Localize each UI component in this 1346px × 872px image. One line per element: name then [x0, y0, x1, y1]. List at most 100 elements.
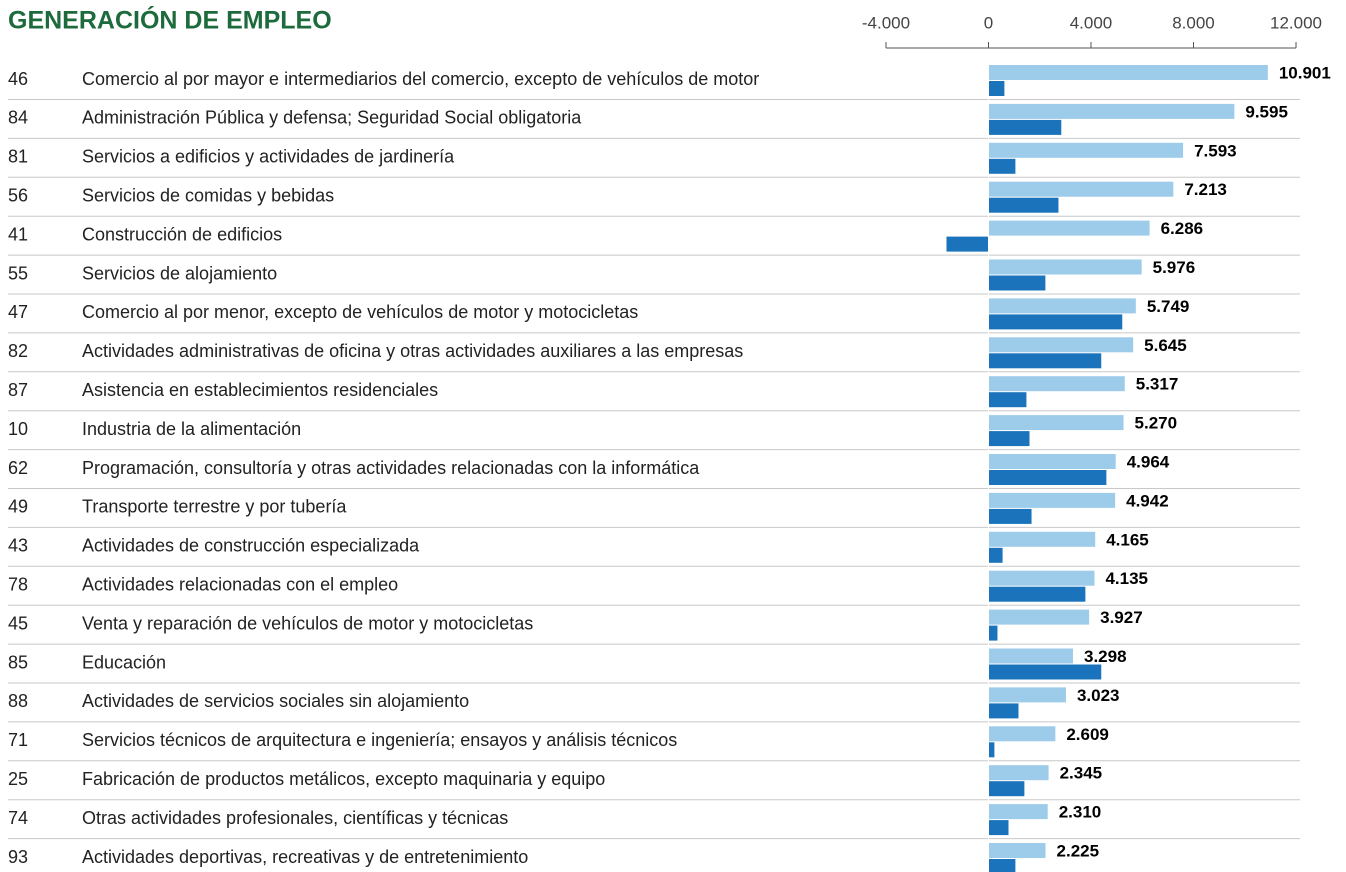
bar	[988, 765, 1049, 781]
row-label: Construcción de edificios	[82, 224, 282, 244]
bar	[988, 65, 1268, 80]
value-label: 10.901	[1279, 63, 1331, 82]
bar	[988, 625, 998, 641]
value-label: 2.310	[1059, 803, 1102, 822]
bar	[988, 103, 1235, 119]
bar	[988, 703, 1019, 719]
value-label: 4.165	[1106, 530, 1149, 549]
row-label: Administración Pública y defensa; Seguri…	[82, 108, 582, 128]
bar	[988, 508, 1032, 524]
value-label: 6.286	[1161, 219, 1204, 238]
bar	[988, 454, 1116, 469]
bar	[988, 158, 1016, 174]
chart-title: GENERACIÓN DE EMPLEO	[8, 5, 332, 35]
row-label: Otras actividades profesionales, científ…	[82, 808, 508, 828]
value-label: 2.345	[1060, 764, 1103, 783]
x-tick-label: 8.000	[1172, 13, 1215, 32]
bar	[988, 781, 1025, 797]
value-label: 9.595	[1245, 102, 1288, 121]
row-code: 55	[8, 263, 28, 283]
bar	[988, 570, 1095, 586]
row-code: 71	[8, 730, 28, 750]
value-label: 5.317	[1136, 375, 1179, 394]
row-label: Asistencia en establecimientos residenci…	[82, 380, 438, 400]
row-code: 10	[8, 419, 28, 439]
bar	[988, 547, 1003, 563]
value-label: 5.976	[1153, 258, 1196, 277]
bar	[988, 609, 1090, 625]
bar	[988, 314, 1123, 330]
bar	[988, 820, 1009, 836]
row-code: 47	[8, 302, 28, 322]
bar	[988, 142, 1184, 158]
row-code: 62	[8, 458, 28, 478]
value-label: 4.964	[1127, 452, 1170, 471]
value-label: 2.225	[1057, 841, 1100, 860]
row-label: Actividades deportivas, recreativas y de…	[82, 847, 528, 867]
row-label: Servicios a edificios y actividades de j…	[82, 147, 455, 167]
bar	[988, 742, 995, 758]
row-code: 82	[8, 341, 28, 361]
row-code: 25	[8, 769, 28, 789]
row-code: 93	[8, 847, 28, 867]
bar	[988, 470, 1107, 485]
bar	[988, 664, 1102, 680]
bar	[988, 531, 1096, 547]
bar	[988, 298, 1136, 314]
bar	[988, 843, 1046, 858]
value-label: 5.270	[1135, 414, 1178, 433]
row-label: Actividades de servicios sociales sin al…	[82, 691, 469, 711]
row-code: 74	[8, 808, 28, 828]
row-code: 87	[8, 380, 28, 400]
bar	[988, 859, 1016, 872]
row-label: Transporte terrestre y por tubería	[82, 497, 347, 517]
row-code: 81	[8, 147, 28, 167]
value-label: 7.593	[1194, 141, 1237, 160]
bar	[988, 337, 1134, 353]
bar	[988, 259, 1142, 275]
row-label: Industria de la alimentación	[82, 419, 301, 439]
bar	[988, 431, 1030, 447]
value-label: 7.213	[1184, 180, 1227, 199]
bar	[988, 392, 1027, 408]
row-label: Venta y reparación de vehículos de motor…	[82, 613, 533, 633]
bar	[988, 586, 1086, 602]
bar	[988, 181, 1174, 197]
bar	[988, 492, 1116, 508]
x-tick-label: 12.000	[1270, 13, 1322, 32]
value-label: 4.135	[1105, 569, 1148, 588]
bar	[988, 415, 1124, 431]
row-label: Fabricación de productos metálicos, exce…	[82, 769, 605, 789]
row-label: Actividades relacionadas con el empleo	[82, 574, 398, 594]
row-label: Educación	[82, 652, 166, 672]
bar	[988, 804, 1048, 820]
bar	[988, 353, 1102, 369]
bar	[988, 197, 1059, 213]
value-label: 5.749	[1147, 297, 1190, 316]
row-code: 88	[8, 691, 28, 711]
row-code: 84	[8, 108, 28, 128]
row-label: Actividades administrativas de oficina y…	[82, 341, 743, 361]
row-label: Servicios de comidas y bebidas	[82, 185, 334, 205]
value-label: 3.298	[1084, 647, 1127, 666]
row-label: Comercio al por menor, excepto de vehícu…	[82, 302, 638, 322]
value-label: 2.609	[1066, 725, 1109, 744]
row-code: 41	[8, 224, 28, 244]
row-label: Actividades de construcción especializad…	[82, 536, 420, 556]
value-label: 5.645	[1144, 336, 1187, 355]
value-label: 3.023	[1077, 686, 1120, 705]
bar	[988, 687, 1066, 703]
bar	[988, 726, 1056, 742]
row-label: Programación, consultoría y otras activi…	[82, 458, 700, 478]
bar	[946, 236, 989, 252]
row-code: 45	[8, 613, 28, 633]
value-label: 4.942	[1126, 491, 1169, 510]
bar	[988, 648, 1074, 664]
row-code: 78	[8, 574, 28, 594]
bar	[988, 81, 1005, 96]
row-code: 56	[8, 185, 28, 205]
row-code: 43	[8, 536, 28, 556]
row-label: Servicios de alojamiento	[82, 263, 277, 283]
value-label: 3.927	[1100, 608, 1143, 627]
